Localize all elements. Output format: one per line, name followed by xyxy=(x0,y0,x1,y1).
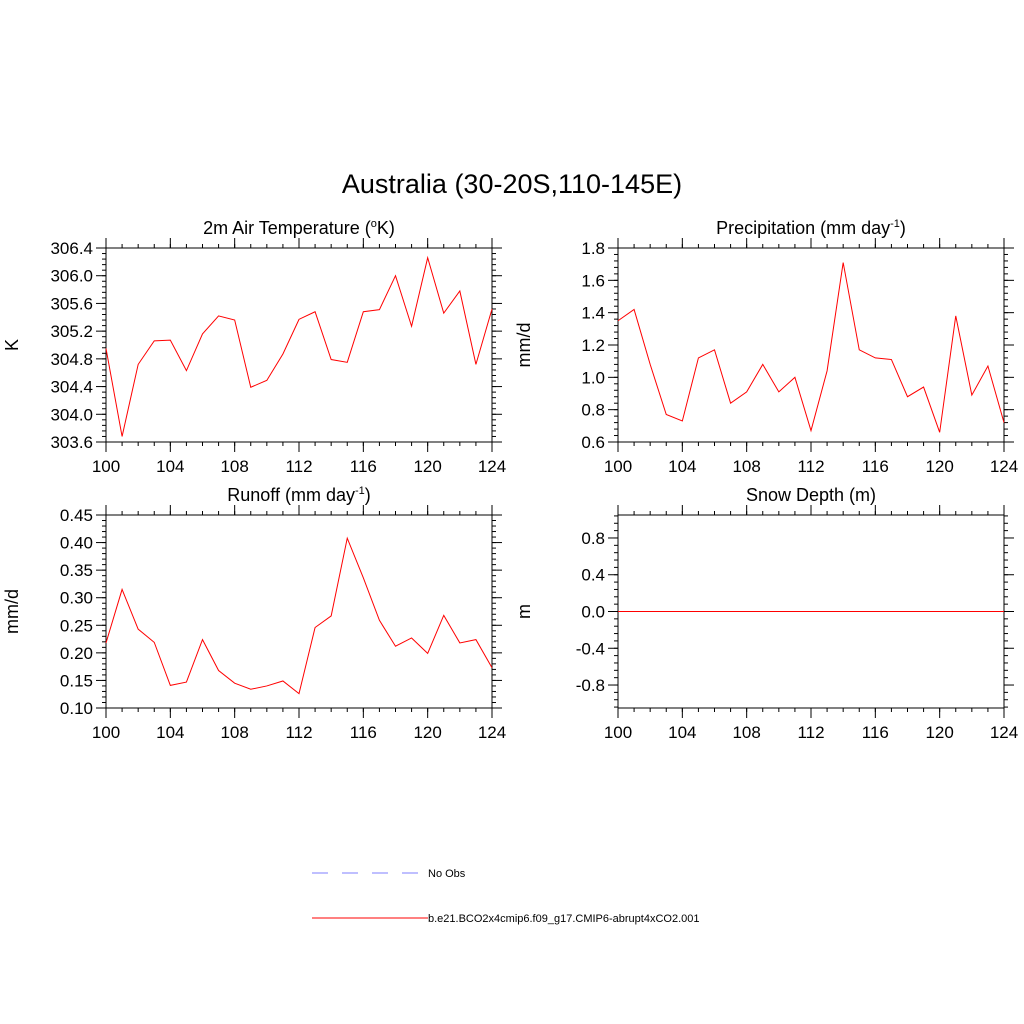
y-tick-label: 0.30 xyxy=(60,589,93,608)
y-tick-label: -0.4 xyxy=(576,639,605,658)
y-axis-label-pr: mm/d xyxy=(514,323,534,368)
y-tick-label: 0.4 xyxy=(581,566,605,585)
x-tick-label: 100 xyxy=(92,457,120,476)
legend-model-label: b.e21.BCO2x4cmip6.f09_g17.CMIP6-abrupt4x… xyxy=(428,913,700,925)
y-tick-label: 0.45 xyxy=(60,506,93,525)
x-tick-label: 112 xyxy=(797,457,824,476)
y-tick-label: 1.8 xyxy=(581,239,605,258)
x-tick-label: 104 xyxy=(668,457,696,476)
panel-title-snd: Snow Depth (m) xyxy=(746,485,876,505)
y-tick-label: 0.8 xyxy=(581,401,605,420)
y-tick-label: 1.0 xyxy=(581,368,605,387)
y-tick-label: 305.6 xyxy=(50,294,93,313)
x-tick-label: 112 xyxy=(797,723,824,742)
y-tick-label: 0.8 xyxy=(581,529,605,548)
y-tick-label: -0.8 xyxy=(576,676,605,695)
y-axis-label-mrro: mm/d xyxy=(2,589,22,634)
panel-title-mrro: Runoff (mm day-1) xyxy=(227,485,371,505)
y-tick-label: 0.35 xyxy=(60,561,93,580)
series-line-pr xyxy=(617,262,1005,433)
y-tick-label: 304.4 xyxy=(50,378,93,397)
y-tick-label: 304.8 xyxy=(50,350,93,369)
x-tick-label: 120 xyxy=(413,723,441,742)
panel-title-tas: 2m Air Temperature (oK) xyxy=(203,218,395,238)
y-tick-label: 306.0 xyxy=(50,267,93,286)
x-tick-label: 112 xyxy=(285,723,312,742)
x-tick-label: 124 xyxy=(478,723,506,742)
x-tick-label: 100 xyxy=(604,723,632,742)
x-tick-label: 104 xyxy=(156,723,184,742)
x-tick-label: 124 xyxy=(990,457,1018,476)
x-tick-label: 124 xyxy=(990,723,1018,742)
panel-pr: 100 104 108 112 116 120 124 0.6 0.8 1.0 1.2 1.4 1.6 1… xyxy=(514,218,1018,476)
y-axis-label-snd: m xyxy=(514,604,534,619)
legend: No Obs b.e21.BCO2x4cmip6.f09_g17.CMIP6-a… xyxy=(312,868,700,925)
y-tick-label: 1.4 xyxy=(581,304,605,323)
x-tick-label: 104 xyxy=(668,723,696,742)
x-tick-label: 100 xyxy=(92,723,120,742)
panel-mrro: 100 104 108 112 116 120 124 0.10 0.15 0.20 0.25 0.3… xyxy=(2,485,506,742)
main-title: Australia (30-20S,110-145E) xyxy=(342,169,682,199)
y-tick-label: 304.0 xyxy=(50,405,93,424)
y-tick-label: 0.25 xyxy=(60,616,93,635)
y-tick-label: 306.4 xyxy=(50,239,93,258)
y-tick-label: 1.6 xyxy=(581,271,605,290)
legend-obs-label: No Obs xyxy=(428,868,466,880)
y-axis-label-tas: K xyxy=(2,339,22,351)
x-tick-label: 108 xyxy=(220,457,248,476)
y-tick-label: 0.40 xyxy=(60,534,93,553)
x-tick-label: 112 xyxy=(285,457,312,476)
y-tick-label: 1.2 xyxy=(581,336,605,355)
panel-title-pr: Precipitation (mm day-1) xyxy=(716,218,906,238)
x-tick-label: 120 xyxy=(925,723,953,742)
y-tick-label: 0.15 xyxy=(60,671,93,690)
x-tick-label: 120 xyxy=(925,457,953,476)
series-line-tas xyxy=(105,255,493,437)
y-tick-label: 0.0 xyxy=(581,603,605,622)
y-tick-label: 0.6 xyxy=(581,433,605,452)
series-line-mrro xyxy=(105,536,493,695)
x-tick-label: 116 xyxy=(862,457,889,476)
x-tick-label: 116 xyxy=(862,723,889,742)
y-tick-label: 0.20 xyxy=(60,644,93,663)
panel-snd: 100 104 108 112 116 120 124 -0.8 -0.4 0.0 0.4 0.8 Sn… xyxy=(514,485,1018,742)
panel-tas: 100 104 108 112 116 120 124 303.6 304.0 304.4 304.… xyxy=(2,218,506,476)
x-tick-label: 100 xyxy=(604,457,632,476)
y-tick-label: 303.6 xyxy=(50,433,93,452)
x-tick-label: 124 xyxy=(478,457,506,476)
x-tick-label: 108 xyxy=(732,457,760,476)
x-tick-label: 104 xyxy=(156,457,184,476)
x-tick-label: 120 xyxy=(413,457,441,476)
x-tick-label: 116 xyxy=(350,457,377,476)
x-tick-label: 116 xyxy=(350,723,377,742)
y-tick-label: 305.2 xyxy=(50,322,93,341)
x-tick-label: 108 xyxy=(732,723,760,742)
y-tick-label: 0.10 xyxy=(60,699,93,718)
x-tick-label: 108 xyxy=(220,723,248,742)
